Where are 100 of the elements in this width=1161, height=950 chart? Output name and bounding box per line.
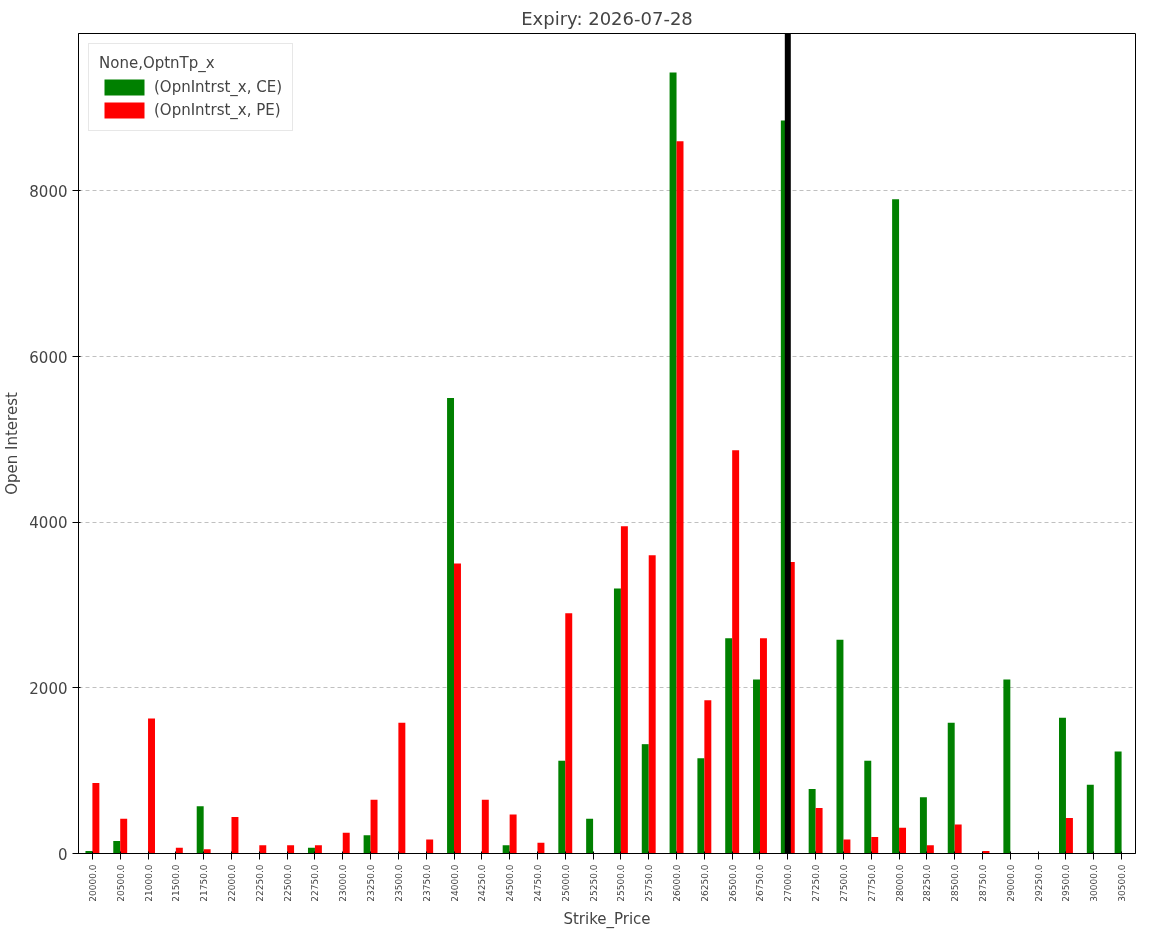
bar xyxy=(363,835,371,854)
bar xyxy=(1114,751,1122,854)
bar xyxy=(1003,679,1011,854)
bar xyxy=(537,842,545,854)
x-tick-label: 28500.0 xyxy=(950,864,961,902)
bar xyxy=(370,799,378,854)
bar xyxy=(196,806,204,854)
bar xyxy=(314,845,322,854)
x-tick-label: 23500.0 xyxy=(393,864,404,902)
bar xyxy=(836,639,844,854)
x-tick-label: 26000.0 xyxy=(672,864,683,902)
x-tick-label: 21500.0 xyxy=(171,864,182,902)
x-tick-label: 27000.0 xyxy=(783,864,794,902)
bar xyxy=(565,613,573,854)
legend-label: (OpnIntrst_x, CE) xyxy=(154,78,283,96)
x-tick-label: 21000.0 xyxy=(143,864,154,902)
bar xyxy=(558,760,566,854)
legend-label: (OpnIntrst_x, PE) xyxy=(154,101,281,119)
x-tick-label: 28000.0 xyxy=(894,864,905,902)
x-tick-label: 24000.0 xyxy=(449,864,460,902)
bar xyxy=(892,199,900,854)
x-axis-title: Strike_Price xyxy=(563,909,651,929)
x-tick-label: 25750.0 xyxy=(644,864,655,902)
bar xyxy=(92,783,100,854)
bar xyxy=(120,818,128,854)
x-tick-label: 20000.0 xyxy=(87,864,98,902)
bar xyxy=(808,788,816,854)
x-tick-label: 26500.0 xyxy=(727,864,738,902)
x-tick-label: 22250.0 xyxy=(254,864,265,902)
bar xyxy=(447,397,455,854)
x-tick-label: 22750.0 xyxy=(310,864,321,902)
bar xyxy=(454,563,461,854)
x-tick-label: 27500.0 xyxy=(838,864,849,902)
bar xyxy=(641,744,649,854)
bar xyxy=(954,824,962,854)
x-tick-label: 22000.0 xyxy=(226,864,237,902)
x-tick-label: 28750.0 xyxy=(978,864,989,902)
bar xyxy=(815,807,823,854)
bar xyxy=(148,718,155,854)
bar xyxy=(342,832,350,854)
bar xyxy=(843,839,851,854)
legend-title: None,OptnTp_x xyxy=(99,54,216,72)
y-axis-title: Open Interest xyxy=(3,392,22,495)
bar xyxy=(753,679,760,854)
bar xyxy=(1059,717,1066,854)
bar xyxy=(1086,784,1094,854)
bar xyxy=(1065,817,1073,854)
y-tick-label: 0 xyxy=(57,845,68,864)
bar xyxy=(669,72,677,854)
bar xyxy=(426,839,434,854)
bar xyxy=(613,588,621,854)
bar xyxy=(947,722,955,854)
bar xyxy=(697,758,705,854)
x-tick-label: 23000.0 xyxy=(338,864,349,902)
bar xyxy=(481,799,489,854)
x-tick-label: 27750.0 xyxy=(866,864,877,902)
x-tick-label: 21750.0 xyxy=(199,864,210,902)
bar xyxy=(113,841,121,854)
bar xyxy=(620,526,628,854)
x-tick-label: 26750.0 xyxy=(755,864,766,902)
bar xyxy=(231,817,239,854)
bar xyxy=(259,845,267,854)
x-tick-label: 23250.0 xyxy=(366,864,377,902)
x-tick-label: 22500.0 xyxy=(282,864,293,902)
bar xyxy=(586,818,594,854)
bar xyxy=(509,814,517,854)
x-tick-label: 20500.0 xyxy=(115,864,126,902)
y-tick-label: 8000 xyxy=(29,182,68,201)
bar xyxy=(871,836,879,854)
bar xyxy=(899,827,907,854)
x-tick-label: 23750.0 xyxy=(421,864,432,902)
x-tick-label: 29000.0 xyxy=(1005,864,1016,902)
x-tick-label: 24750.0 xyxy=(532,864,543,902)
x-tick-label: 26250.0 xyxy=(699,864,710,902)
y-tick-label: 2000 xyxy=(29,679,68,698)
bar xyxy=(287,845,295,854)
bar xyxy=(759,638,767,854)
bar xyxy=(926,845,934,854)
bar xyxy=(704,700,712,854)
x-tick-label: 29500.0 xyxy=(1061,864,1072,902)
bar xyxy=(502,845,510,854)
bar xyxy=(732,450,740,854)
x-tick-label: 24250.0 xyxy=(477,864,488,902)
x-tick-label: 30500.0 xyxy=(1117,864,1128,902)
bar xyxy=(398,722,406,854)
bar xyxy=(648,555,656,854)
x-tick-label: 25000.0 xyxy=(560,864,571,902)
x-tick-label: 29250.0 xyxy=(1033,864,1044,902)
bar xyxy=(725,638,733,854)
x-tick-label: 25250.0 xyxy=(588,864,599,902)
bar xyxy=(864,760,872,854)
chart-title: Expiry: 2026-07-28 xyxy=(521,7,693,29)
bar xyxy=(919,797,927,854)
x-tick-label: 27250.0 xyxy=(811,864,822,902)
bar xyxy=(203,849,211,854)
x-tick-label: 28250.0 xyxy=(922,864,933,902)
x-tick-label: 25500.0 xyxy=(616,864,627,902)
x-tick-label: 24500.0 xyxy=(505,864,516,902)
x-tick-label: 30000.0 xyxy=(1089,864,1100,902)
y-tick-label: 4000 xyxy=(29,514,68,533)
